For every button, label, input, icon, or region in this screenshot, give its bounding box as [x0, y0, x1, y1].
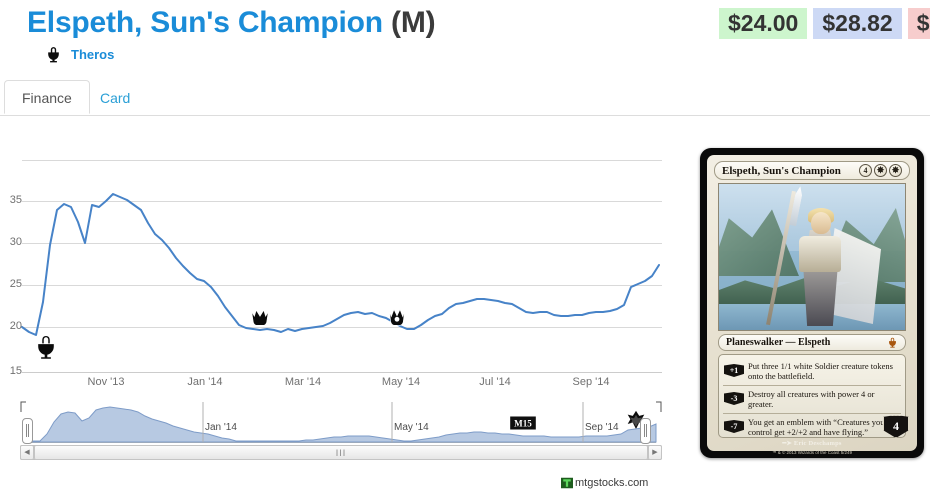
x-tick-nov13: Nov '13: [87, 376, 125, 388]
artist-name: Eric Deschamps: [793, 440, 842, 447]
mana-pip-generic: 4: [859, 164, 872, 177]
rarity-suffix: (M): [391, 6, 436, 39]
price-high[interactable]: $: [907, 8, 930, 39]
card-type-bar: Planeswalker — Elspeth: [718, 334, 906, 351]
card-ability: -3 Destroy all creatures with power 4 or…: [723, 385, 901, 413]
brush-icon: ━➤: [782, 440, 793, 447]
price-low[interactable]: $24.00: [719, 8, 808, 39]
born-of-the-gods-marker[interactable]: [248, 305, 272, 329]
navigator-handle-right[interactable]: [640, 418, 651, 444]
mana-pip-white: ✸: [889, 164, 902, 177]
journey-into-nyx-marker[interactable]: [385, 305, 409, 329]
ability-text: Destroy all creatures with power 4 or gr…: [748, 389, 875, 409]
theros-marker[interactable]: [33, 334, 59, 360]
price-boxes: $24.00 $28.82 $: [719, 8, 930, 39]
m15-marker[interactable]: M15: [509, 415, 537, 431]
navigator-area: [25, 406, 657, 443]
x-tick-jan14: Jan '14: [187, 376, 223, 388]
chart-svg: [21, 160, 662, 373]
loyalty-cost: -7: [724, 420, 744, 433]
navigator-svg: [20, 401, 662, 443]
scroll-left-arrow-icon[interactable]: ◀: [20, 445, 34, 460]
mana-cost: 4 ✸ ✸: [859, 164, 902, 177]
card-ability: +1 Put three 1/1 white Soldier creature …: [723, 358, 901, 385]
navigator-x-tick-jan14: Jan '14: [205, 422, 237, 433]
loyalty-cost: +1: [724, 364, 744, 377]
navigator-x-tick-sep14: Sep '14: [585, 422, 619, 433]
loyalty-badge: 4: [883, 415, 909, 438]
chart-gridlines: [22, 160, 662, 328]
card-type-line: Planeswalker — Elspeth: [726, 337, 831, 348]
card-artwork: [718, 183, 906, 331]
y-tick-15: 15: [9, 365, 22, 377]
ability-text: You get an emblem with “Creatures you co…: [748, 417, 885, 437]
tab-bar: Finance Card: [0, 80, 930, 116]
artwork-armor: [799, 236, 841, 272]
card-image[interactable]: Elspeth, Sun's Champion 4 ✸ ✸ Planeswalk…: [700, 148, 924, 458]
tab-card[interactable]: Card: [100, 90, 131, 106]
scroll-right-arrow-icon[interactable]: ▶: [648, 445, 662, 460]
card-name-text: Elspeth, Sun's Champion: [722, 164, 841, 177]
ability-text: Put three 1/1 white Soldier creature tok…: [748, 361, 893, 381]
y-tick-20: 20: [9, 320, 22, 332]
handle-grip: [646, 424, 647, 437]
price-mid[interactable]: $28.82: [813, 8, 902, 39]
card-text-box: +1 Put three 1/1 white Soldier creature …: [718, 354, 906, 438]
handle-grip: [644, 424, 645, 437]
mtgstocks-logo-icon: [561, 477, 573, 489]
set-link[interactable]: Theros: [45, 46, 114, 63]
price-history-chart: 35 30 25 20 15 Nov '13 Jan '14 Mar '14 M…: [0, 130, 680, 489]
tab-underline: [0, 115, 930, 116]
y-tick-25: 25: [9, 278, 22, 290]
theros-set-icon: [887, 337, 898, 348]
x-tick-may14: May '14: [381, 376, 421, 388]
x-tick-sep14: Sep '14: [572, 376, 610, 388]
tab-finance[interactable]: Finance: [4, 80, 90, 114]
y-tick-35: 35: [9, 194, 22, 206]
handle-grip: [28, 424, 29, 437]
loyalty-cost: -3: [724, 392, 744, 405]
chart-navigator[interactable]: Jan '14 May '14 Sep '14 ◀ ▶ III: [0, 400, 680, 468]
page-header: Elspeth, Sun's Champion (M) Theros $24.0…: [0, 0, 930, 78]
x-tick-jul14: Jul '14: [479, 376, 511, 388]
x-tick-mar14: Mar '14: [284, 376, 322, 388]
artist-credit: ━➤ Eric Deschamps: [700, 439, 924, 447]
navigator-x-tick-may14: May '14: [394, 422, 429, 433]
navigator-handle-left[interactable]: [22, 418, 33, 444]
watermark: mtgstocks.com: [561, 477, 648, 489]
handle-grip: [26, 424, 27, 437]
navigator-gridlines: [202, 402, 584, 442]
watermark-text: mtgstocks.com: [575, 477, 649, 489]
chart-line-series: [21, 193, 660, 336]
card-frame: Elspeth, Sun's Champion 4 ✸ ✸ Planeswalk…: [707, 155, 917, 451]
theros-set-icon: [45, 46, 62, 63]
scrollbar-thumb[interactable]: III: [34, 445, 648, 460]
svg-text:M15: M15: [514, 419, 532, 429]
mana-pip-white: ✸: [874, 164, 887, 177]
card-ability: -7 You get an emblem with “Creatures you…: [723, 413, 901, 437]
copyright-line: ™ & © 2013 Wizards of the Coast 5/249: [771, 450, 853, 455]
chart-plot-area[interactable]: 35 30 25 20 15 Nov '13 Jan '14 Mar '14 M…: [0, 130, 680, 489]
navigator-range-brackets: [20, 401, 662, 412]
y-tick-30: 30: [9, 236, 22, 248]
artwork-head: [811, 212, 831, 234]
card-title-text: Elspeth, Sun's Champion: [27, 6, 383, 39]
page-title: Elspeth, Sun's Champion (M): [27, 6, 436, 40]
set-name-label: Theros: [71, 47, 115, 62]
card-name-bar: Elspeth, Sun's Champion 4 ✸ ✸: [714, 161, 910, 180]
